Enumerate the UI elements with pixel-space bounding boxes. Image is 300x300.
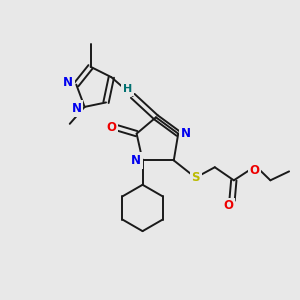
Text: O: O [250,164,260,177]
Text: N: N [181,127,191,140]
Text: O: O [106,121,116,134]
Text: S: S [191,171,200,184]
Text: O: O [223,200,233,212]
Text: H: H [123,84,132,94]
Text: N: N [131,154,141,167]
Text: N: N [72,102,82,115]
Text: N: N [63,76,73,89]
